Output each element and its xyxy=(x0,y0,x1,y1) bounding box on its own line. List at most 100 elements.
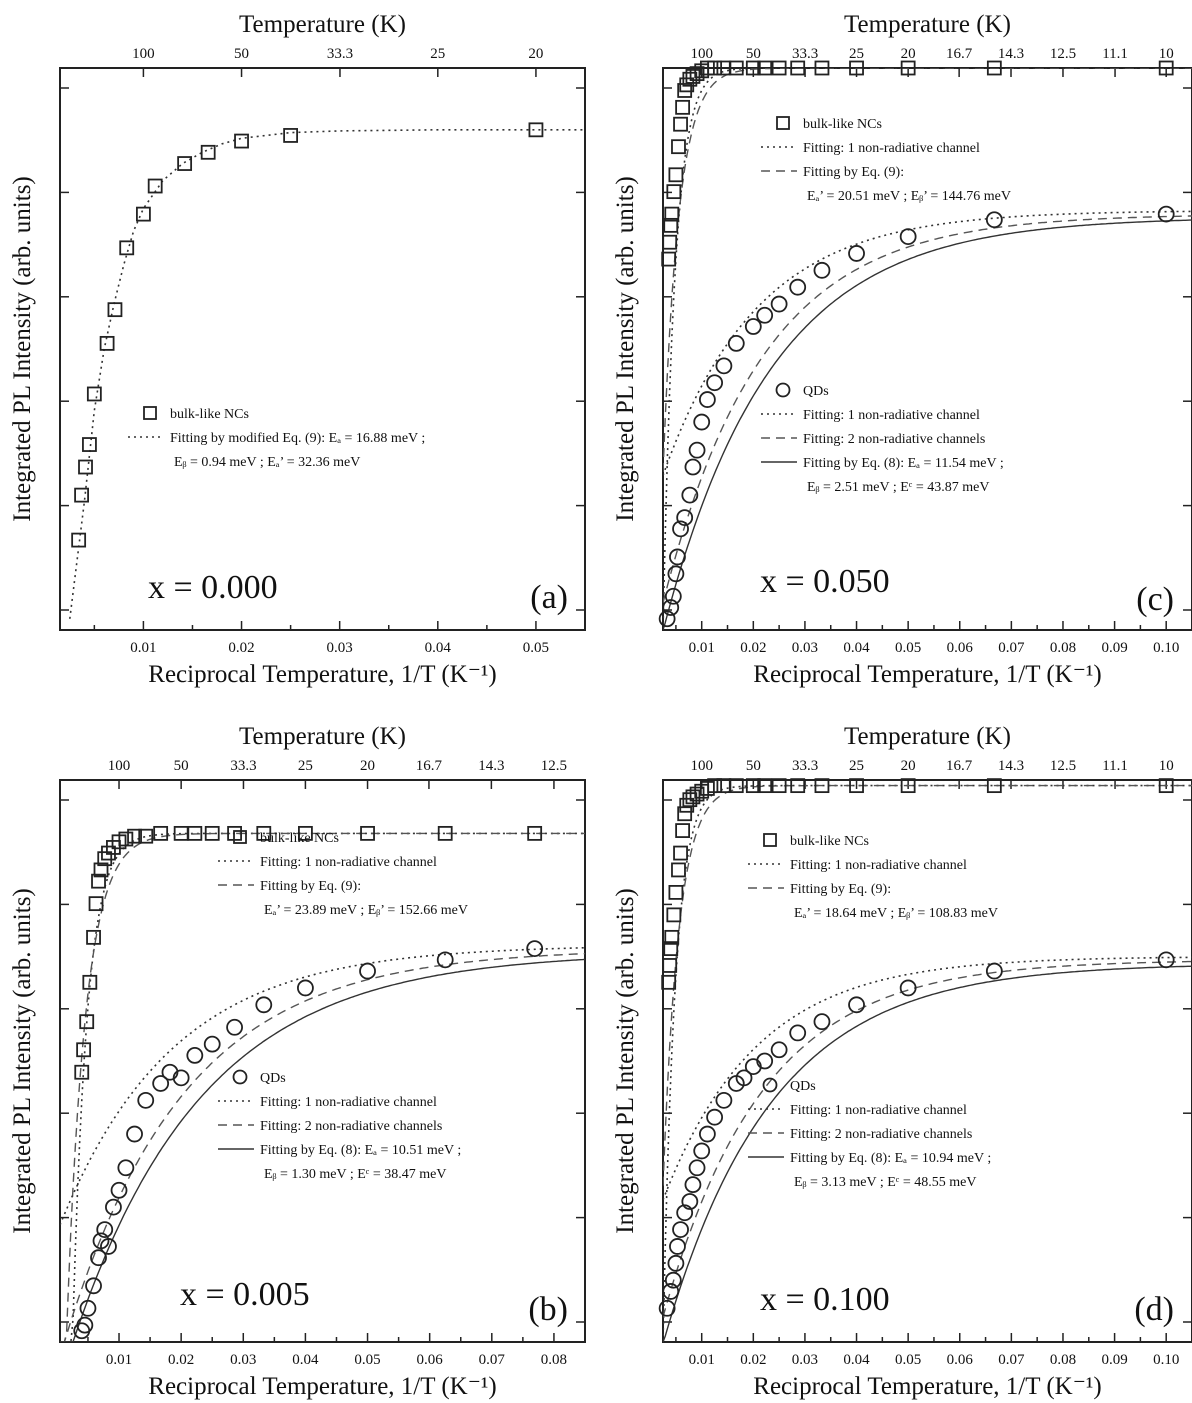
circle-point xyxy=(899,979,917,997)
legend-circle-icon xyxy=(232,1069,248,1085)
circle-point xyxy=(985,211,1003,229)
composition-label: x = 0.005 xyxy=(180,1276,310,1313)
circle-point xyxy=(658,1299,676,1317)
legend-entry: QDs xyxy=(803,384,829,399)
circle-point xyxy=(706,1108,724,1126)
legend-square-icon xyxy=(233,830,247,844)
circle-point xyxy=(297,979,314,997)
circle-point xyxy=(676,509,694,526)
circle-point xyxy=(664,1271,682,1289)
top-axis-title: Temperature (K) xyxy=(239,11,406,38)
circle-point xyxy=(1157,205,1175,223)
square-point xyxy=(814,60,830,76)
x-axis-title: Reciprocal Temperature, 1/T (K⁻¹) xyxy=(148,661,496,688)
square-point xyxy=(668,885,684,900)
circle-point xyxy=(186,1046,204,1064)
top-tick-label: 100 xyxy=(108,758,131,774)
legend-entry: Eᵦ = 1.30 meV ; Eᶜ = 38.47 meV xyxy=(264,1167,447,1182)
square-point xyxy=(82,437,97,452)
top-tick-label: 20 xyxy=(360,758,375,774)
legend-circle-icon xyxy=(775,382,791,398)
panel-a: 0.01 0.02 0.03 0.04 0.05 100 50 33.3 25 20 Tempera… xyxy=(9,11,586,688)
bulk-fit-eq9 xyxy=(60,832,585,1342)
square-point xyxy=(204,825,220,841)
circle-point xyxy=(672,1221,689,1238)
square-point xyxy=(900,778,916,794)
panel-c: 0.01 0.02 0.03 0.04 0.05 0.06 0.07 0.08 0.09 0.10… xyxy=(612,11,1192,688)
square-point xyxy=(93,862,109,878)
square-point xyxy=(745,60,761,76)
bulk-fit-1-channel xyxy=(663,68,1192,630)
x-tick-label: 0.01 xyxy=(689,1352,715,1368)
circle-point xyxy=(203,1035,221,1053)
fit-curves xyxy=(60,832,585,1342)
circle-point xyxy=(1157,951,1175,969)
circle-point xyxy=(662,1283,680,1300)
y-axis-title: Integrated PL Intensity (arb. units) xyxy=(612,176,639,522)
legend-entry: Eₐ’ = 18.64 meV ; Eᵦ’ = 108.83 meV xyxy=(794,906,998,921)
circle-point xyxy=(688,1159,706,1177)
circle-point xyxy=(226,1018,243,1036)
square-point xyxy=(86,386,102,402)
square-point xyxy=(671,862,686,878)
square-point xyxy=(671,139,686,155)
top-axis-title: Temperature (K) xyxy=(844,11,1011,38)
plot-frame xyxy=(59,779,586,1343)
square-point xyxy=(147,178,163,194)
top-tick-label: 25 xyxy=(849,758,864,774)
fit-curves xyxy=(663,784,1192,1342)
square-point xyxy=(675,99,691,115)
square-point xyxy=(118,831,134,847)
square-point xyxy=(437,825,453,841)
legend-entry: Fitting: 1 non-radiative channel xyxy=(790,1103,967,1118)
top-tick-label: 50 xyxy=(174,758,189,774)
square-point xyxy=(119,240,135,256)
square-point xyxy=(88,896,104,912)
circle-point xyxy=(899,228,917,246)
circle-point xyxy=(681,486,699,504)
legend: bulk-like NCs Fitting: 1 non-radiative ch… xyxy=(748,833,998,1190)
circle-point xyxy=(359,962,376,980)
x-tick-label: 0.03 xyxy=(792,1352,818,1368)
square-point xyxy=(136,206,151,222)
top-tick-label: 10 xyxy=(1159,46,1174,62)
x-tick-label: 0.08 xyxy=(1050,640,1076,656)
square-point xyxy=(127,828,142,844)
circle-point xyxy=(436,951,454,969)
square-point xyxy=(716,778,732,794)
legend-entry: bulk-like NCs xyxy=(803,117,882,132)
legend-entry: Fitting: 1 non-radiative channel xyxy=(803,141,980,156)
circle-point xyxy=(770,1041,788,1059)
plot-frame xyxy=(59,67,586,631)
square-point xyxy=(99,335,115,351)
panel-d: 0.01 0.02 0.03 0.04 0.05 0.06 0.07 0.08 0.09 0.10… xyxy=(612,723,1192,1400)
x-tick-label: 0.02 xyxy=(740,640,766,656)
legend-entry: Fitting by Eq. (9): xyxy=(803,165,904,180)
square-point xyxy=(74,487,89,503)
square-point xyxy=(79,1014,95,1030)
square-point xyxy=(298,825,313,841)
square-point xyxy=(771,60,787,76)
x-tick-label: 0.02 xyxy=(168,1352,194,1368)
square-point xyxy=(849,778,864,794)
x-axis-title: Reciprocal Temperature, 1/T (K⁻¹) xyxy=(753,661,1101,688)
panel-b: 0.01 0.02 0.03 0.04 0.05 0.06 0.07 0.08 100 50 33.… xyxy=(9,723,586,1400)
square-point xyxy=(187,825,203,841)
square-point xyxy=(283,128,299,143)
square-point xyxy=(82,974,98,990)
square-point xyxy=(256,825,272,841)
bulk-fit-eq9 xyxy=(663,784,1192,1186)
top-tick-label: 16.7 xyxy=(946,46,973,62)
circle-point xyxy=(698,391,716,408)
legend-entry: Fitting by Eq. (9): xyxy=(790,882,891,897)
top-tick-label: 50 xyxy=(746,758,761,774)
square-point xyxy=(814,778,830,794)
circle-point xyxy=(744,318,762,335)
legend-entry: Eₐ’ = 20.51 meV ; Eᵦ’ = 144.76 meV xyxy=(807,189,1011,204)
square-point xyxy=(668,167,684,183)
square-point xyxy=(234,133,249,149)
top-tick-label: 50 xyxy=(746,46,761,62)
circle-point xyxy=(693,1142,711,1160)
top-tick-label: 100 xyxy=(690,758,713,774)
square-point xyxy=(677,806,693,822)
